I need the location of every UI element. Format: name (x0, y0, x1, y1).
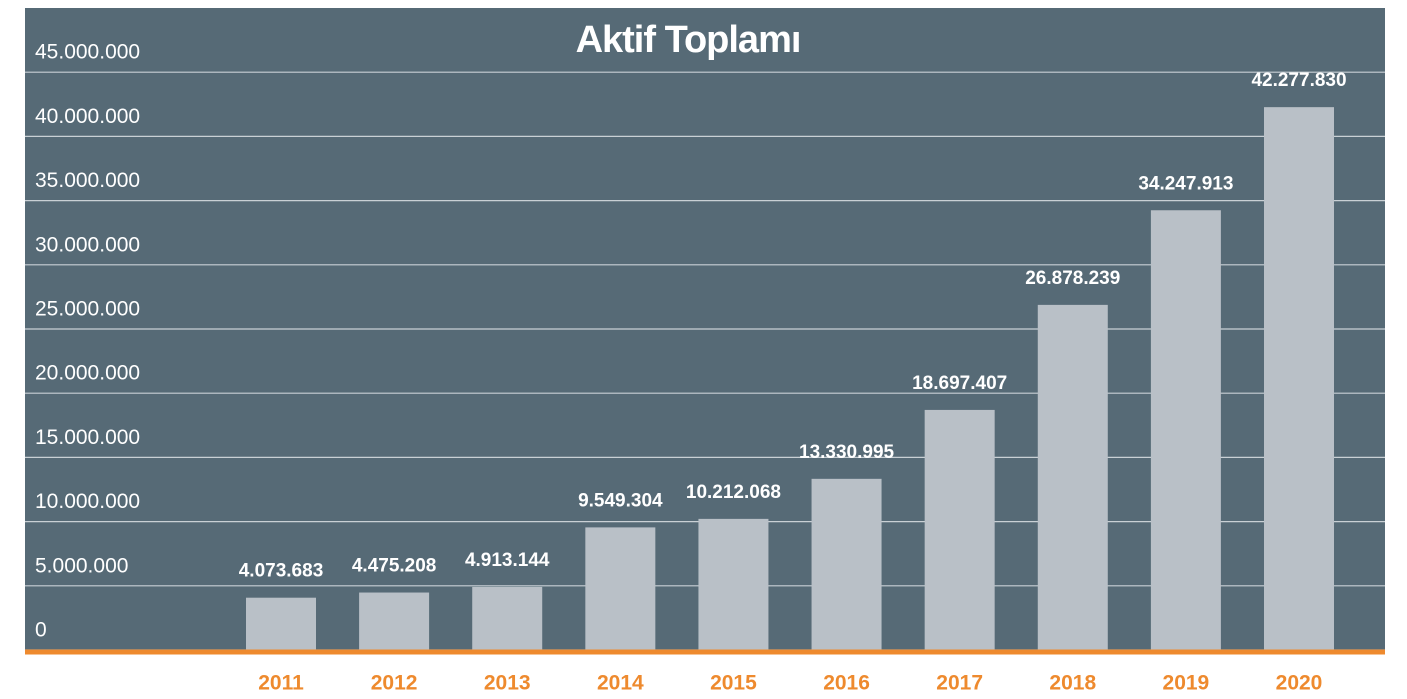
value-label: 13.330.995 (799, 442, 895, 463)
value-label: 4.073.683 (239, 561, 324, 582)
y-tick-label: 35.000.000 (35, 169, 140, 192)
x-tick-label: 2019 (1163, 672, 1210, 695)
y-tick-label: 40.000.000 (35, 105, 140, 128)
chart-title: Aktif Toplamı (576, 19, 801, 61)
y-tick-label: 0 (35, 619, 47, 642)
bar (811, 478, 882, 650)
y-tick-label: 10.000.000 (35, 490, 140, 513)
x-tick-label: 2016 (823, 672, 870, 695)
y-tick-label: 15.000.000 (35, 426, 140, 449)
value-label: 18.697.407 (912, 373, 1007, 394)
y-tick-label: 30.000.000 (35, 233, 140, 256)
x-tick-label: 2015 (710, 672, 757, 695)
bar (1037, 304, 1108, 650)
x-tick-label: 2012 (371, 672, 418, 695)
bar (924, 409, 995, 650)
value-label: 42.277.830 (1251, 70, 1346, 91)
bar (359, 592, 430, 650)
value-label: 34.247.913 (1138, 173, 1233, 194)
bar (1150, 210, 1221, 651)
value-label: 4.913.144 (465, 550, 550, 571)
x-tick-label: 2013 (484, 672, 531, 695)
x-tick-label: 2011 (258, 672, 304, 695)
value-label: 9.549.304 (578, 490, 663, 511)
bar (246, 597, 316, 650)
y-tick-label: 45.000.000 (35, 41, 140, 64)
y-tick-label: 25.000.000 (35, 298, 140, 321)
bar (1264, 107, 1334, 651)
x-tick-label: 2020 (1276, 672, 1323, 695)
x-tick-label: 2014 (597, 672, 644, 695)
value-label: 4.475.208 (352, 556, 437, 577)
value-label: 26.878.239 (1025, 268, 1120, 289)
x-tick-label: 2017 (936, 672, 983, 695)
y-tick-label: 5.000.000 (35, 554, 128, 577)
y-tick-label: 20.000.000 (35, 362, 140, 385)
bar (585, 527, 656, 650)
x-tick-label: 2018 (1049, 672, 1096, 695)
value-label: 10.212.068 (686, 482, 781, 503)
bar (472, 586, 543, 650)
bar (698, 518, 769, 650)
